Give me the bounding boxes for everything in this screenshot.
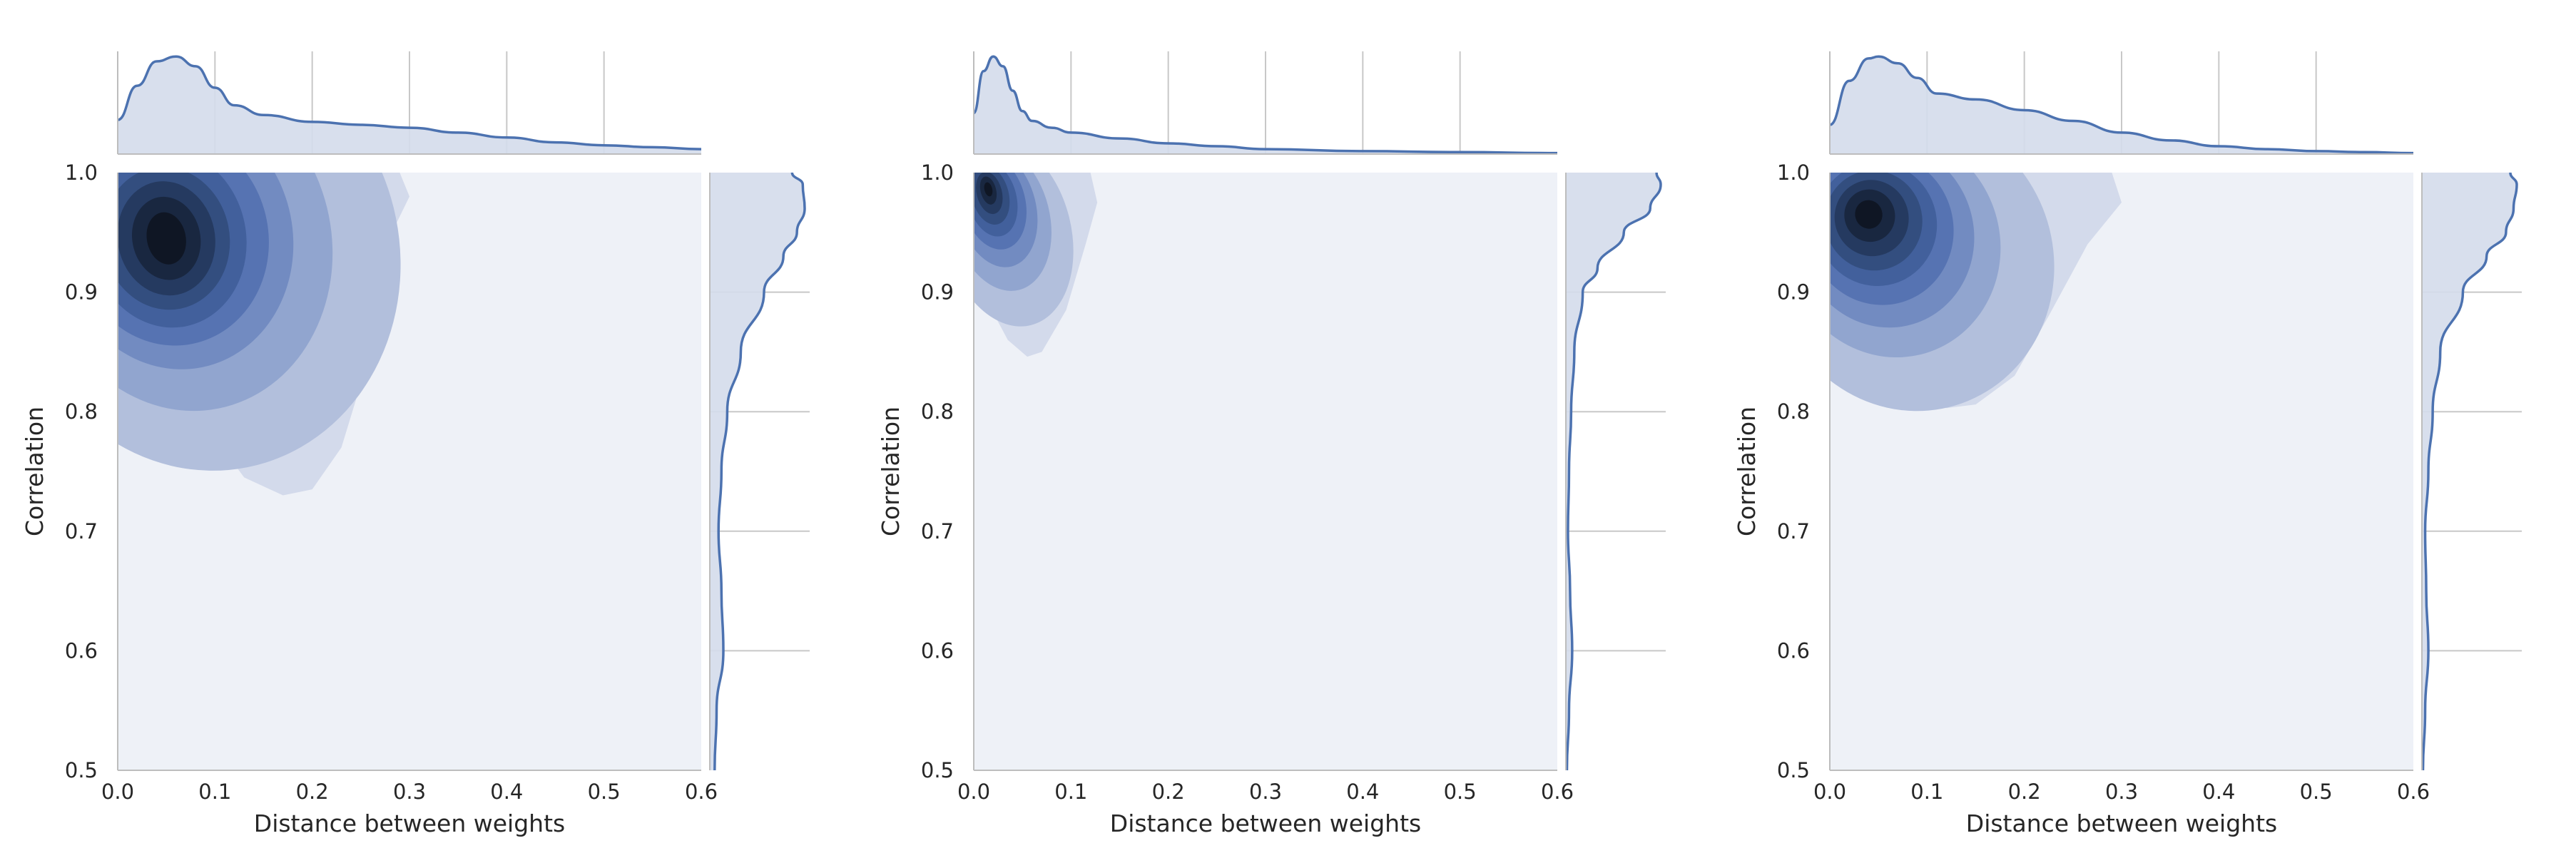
y-tick-label: 0.5 — [65, 758, 98, 782]
y-tick-label: 0.6 — [1777, 638, 1810, 663]
marginal-x-curve — [117, 55, 702, 150]
x-tick-label: 0.2 — [2008, 780, 2041, 804]
y-tick-label: 0.9 — [65, 280, 98, 305]
y-tick-label: 0.8 — [65, 399, 98, 424]
contour-level-10 — [1855, 200, 1883, 229]
x-tick-label: 0.3 — [2105, 780, 2138, 804]
x-tick-label: 0.3 — [393, 780, 426, 804]
marginal-x-fill — [118, 56, 701, 154]
y-axis-title: Correlation — [21, 407, 49, 536]
x-tick-label: 0.6 — [685, 780, 718, 804]
x-tick-label: 0.4 — [490, 780, 523, 804]
marginal-x — [117, 51, 702, 155]
x-tick-label: 0.5 — [1444, 780, 1477, 804]
y-tick-label: 0.5 — [1777, 758, 1810, 782]
x-axis-title: Distance between weights — [1110, 810, 1421, 837]
x-tick-label: 0.4 — [2202, 780, 2235, 804]
x-tick-label: 0.2 — [296, 780, 329, 804]
marginal-y-fill — [710, 173, 805, 770]
marginal-y-curve — [2421, 172, 2518, 771]
kde-contours — [118, 173, 409, 496]
x-tick-label: 0.1 — [198, 780, 231, 804]
panel-2: 0.0 0.1 0.2 0.3 0.4 0.5 0.6 0.5 0.6 0.7 0.8 0.9 1.0 D… — [877, 51, 1666, 837]
y-tick-label: 0.9 — [1777, 280, 1810, 305]
x-axis-title: Distance between weights — [1966, 810, 2277, 837]
y-axis-title: Correlation — [1733, 407, 1761, 536]
panel-3: 0.0 0.1 0.2 0.3 0.4 0.5 0.6 0.5 0.6 0.7 0.8 0.9 1.0 D… — [1733, 51, 2522, 837]
x-tick-label: 0.0 — [957, 780, 990, 804]
x-axis-title: Distance between weights — [254, 810, 565, 837]
x-tick-label: 0.2 — [1152, 780, 1185, 804]
y-tick-label: 1.0 — [65, 160, 98, 185]
x-tick-label: 0.3 — [1249, 780, 1282, 804]
x-tick-label: 0.5 — [2300, 780, 2333, 804]
y-tick-label: 0.6 — [65, 638, 98, 663]
marginal-x-curve — [1829, 55, 2414, 155]
x-tick-label: 0.1 — [1054, 780, 1087, 804]
y-tick-label: 1.0 — [921, 160, 954, 185]
panel-1: 0.0 0.1 0.2 0.3 0.4 0.5 0.6 0.5 0.6 0.7 0.8 0.9 1.0 D… — [21, 51, 810, 837]
y-tick-label: 0.8 — [1777, 399, 1810, 424]
marginal-x-curve — [972, 55, 1558, 155]
kde-contours — [974, 173, 1098, 357]
x-tick-label: 0.0 — [1813, 780, 1846, 804]
y-tick-label: 0.9 — [921, 280, 954, 305]
marginal-x — [972, 51, 1558, 155]
x-tick-label: 0.6 — [2397, 780, 2430, 804]
marginal-x-fill — [1830, 56, 2413, 154]
y-axis-title: Correlation — [877, 407, 905, 536]
x-tick-label: 0.0 — [101, 780, 134, 804]
x-tick-label: 0.5 — [588, 780, 621, 804]
y-tick-label: 0.7 — [65, 519, 98, 543]
contour-level-10 — [984, 182, 993, 197]
marginal-y-fill — [2422, 173, 2517, 770]
x-tick-label: 0.1 — [1910, 780, 1943, 804]
y-tick-label: 0.7 — [921, 519, 954, 543]
marginal-y — [709, 172, 810, 771]
x-tick-label: 0.6 — [1541, 780, 1574, 804]
marginal-y-fill — [1566, 173, 1661, 770]
x-tick-label: 0.4 — [1346, 780, 1379, 804]
marginal-y-curve — [1565, 172, 1662, 771]
y-tick-label: 0.8 — [921, 399, 954, 424]
marginal-y-curve — [713, 172, 806, 771]
contour-level-10 — [146, 212, 186, 265]
y-tick-label: 0.7 — [1777, 519, 1810, 543]
marginal-y — [1565, 172, 1666, 771]
marginal-y — [2421, 172, 2522, 771]
y-tick-label: 0.5 — [921, 758, 954, 782]
y-tick-label: 1.0 — [1777, 160, 1810, 185]
kde-contours — [1830, 173, 2122, 412]
marginal-x — [1829, 51, 2414, 155]
y-tick-label: 0.6 — [921, 638, 954, 663]
marginal-x-fill — [974, 56, 1557, 154]
